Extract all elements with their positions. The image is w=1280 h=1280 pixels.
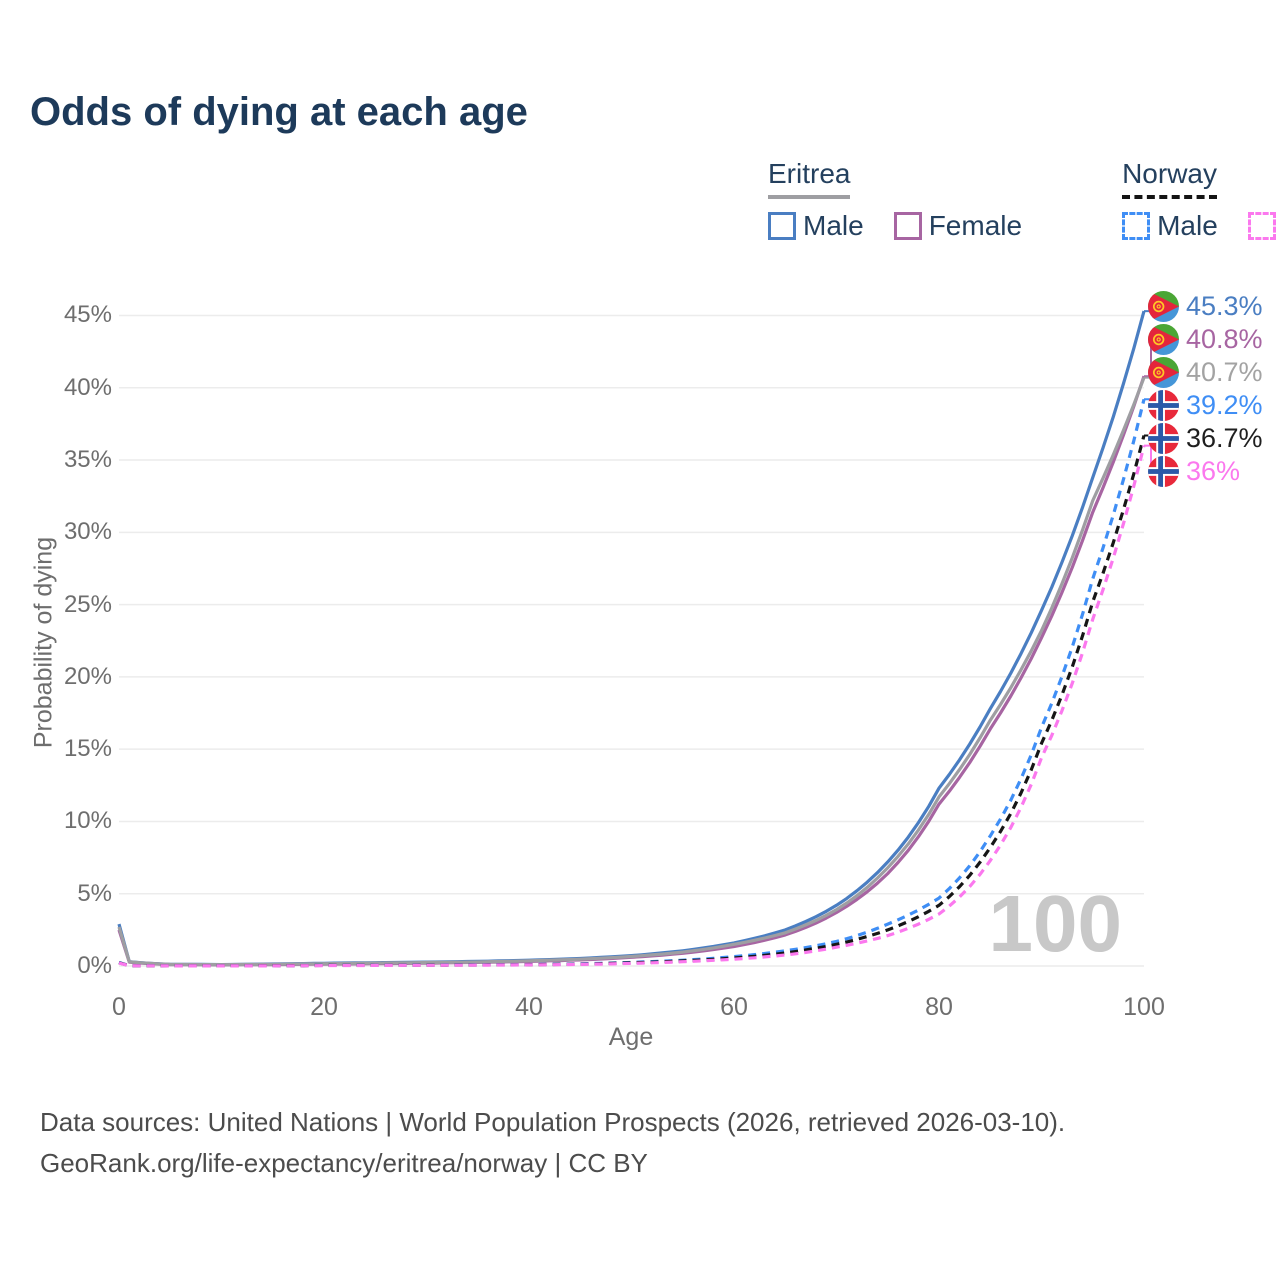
x-axis-title: Age — [608, 1023, 654, 1051]
y-tick-10: 10% — [63, 807, 112, 835]
legend-swatch-norway-female[interactable] — [1247, 212, 1276, 240]
legend-item-eritrea-male[interactable]: Male — [768, 210, 864, 242]
end-label-norway-both: 36.7% — [1148, 422, 1263, 454]
legend-item-norway-male[interactable]: Male — [1122, 210, 1218, 242]
legend-group-norway: Norway Male Female — [1122, 158, 1280, 242]
end-value-label: 45.3% — [1186, 290, 1263, 321]
legend-label: Female — [928, 210, 1023, 241]
legend-swatch-norway-male[interactable] — [1122, 212, 1151, 240]
legend-label: Male — [1157, 210, 1218, 241]
end-value-label: 40.7% — [1186, 356, 1263, 387]
end-value-label: 40.8% — [1186, 323, 1263, 354]
norway-flag-icon — [1148, 389, 1179, 421]
footer-attribution: GeoRank.org/life-expectancy/eritrea/norw… — [40, 1148, 648, 1178]
end-label-norway-male: 39.2% — [1148, 389, 1263, 421]
y-tick-5: 5% — [77, 879, 112, 907]
y-tick-15: 15% — [63, 735, 112, 763]
footer-data-sources: Data sources: United Nations | World Pop… — [40, 1107, 1066, 1137]
legend-country-norway[interactable]: Norway — [1122, 158, 1217, 199]
y-tick-40: 40% — [63, 373, 112, 401]
eritrea-flag-icon — [1148, 290, 1179, 322]
x-tick-40: 40 — [515, 993, 543, 1021]
chart-legend: Eritrea Male Female Norway Male Female — [768, 158, 1280, 242]
x-tick-60: 60 — [720, 993, 748, 1021]
end-value-label: 36% — [1186, 455, 1241, 486]
page-title: Odds of dying at each age — [30, 90, 528, 134]
legend-item-norway-female[interactable]: Female — [1247, 210, 1280, 242]
legend-swatch-eritrea-male[interactable] — [768, 212, 796, 240]
x-tick-80: 80 — [925, 993, 953, 1021]
end-value-label: 36.7% — [1186, 422, 1263, 453]
footer: Data sources: United Nations | World Pop… — [40, 1102, 1065, 1184]
series-line-eritrea-both — [117, 377, 1146, 967]
legend-swatch-eritrea-female[interactable] — [893, 212, 922, 240]
eritrea-flag-icon — [1148, 323, 1179, 355]
legend-group-eritrea: Eritrea Male Female — [768, 158, 1022, 242]
y-tick-0: 0% — [77, 952, 112, 979]
legend-item-eritrea-female[interactable]: Female — [893, 210, 1023, 242]
series-line-eritrea-female — [117, 375, 1146, 967]
x-tick-0: 0 — [112, 993, 126, 1021]
y-tick-30: 30% — [63, 518, 112, 546]
y-tick-45: 45% — [63, 301, 112, 329]
x-tick-20: 20 — [310, 993, 338, 1021]
end-value-label: 39.2% — [1186, 389, 1263, 420]
end-label-eritrea-both: 40.7% — [1148, 356, 1263, 388]
y-axis-title: Probability of dying — [29, 536, 58, 749]
end-label-norway-female: 36% — [1148, 455, 1240, 487]
series-line-eritrea-male — [117, 310, 1146, 967]
eritrea-flag-icon — [1148, 356, 1179, 388]
end-label-eritrea-female: 40.8% — [1148, 323, 1263, 355]
norway-flag-icon — [1148, 455, 1179, 487]
legend-label: Male — [803, 210, 864, 241]
y-tick-25: 25% — [63, 590, 112, 618]
end-label-eritrea-male: 45.3% — [1148, 290, 1263, 322]
y-tick-20: 20% — [63, 662, 112, 690]
legend-country-eritrea[interactable]: Eritrea — [768, 158, 851, 199]
series-line-norway-female — [118, 445, 1146, 968]
norway-flag-icon — [1148, 422, 1179, 454]
age-watermark: 100 — [988, 879, 1122, 968]
x-tick-100: 100 — [1123, 993, 1165, 1021]
y-tick-35: 35% — [63, 446, 112, 474]
